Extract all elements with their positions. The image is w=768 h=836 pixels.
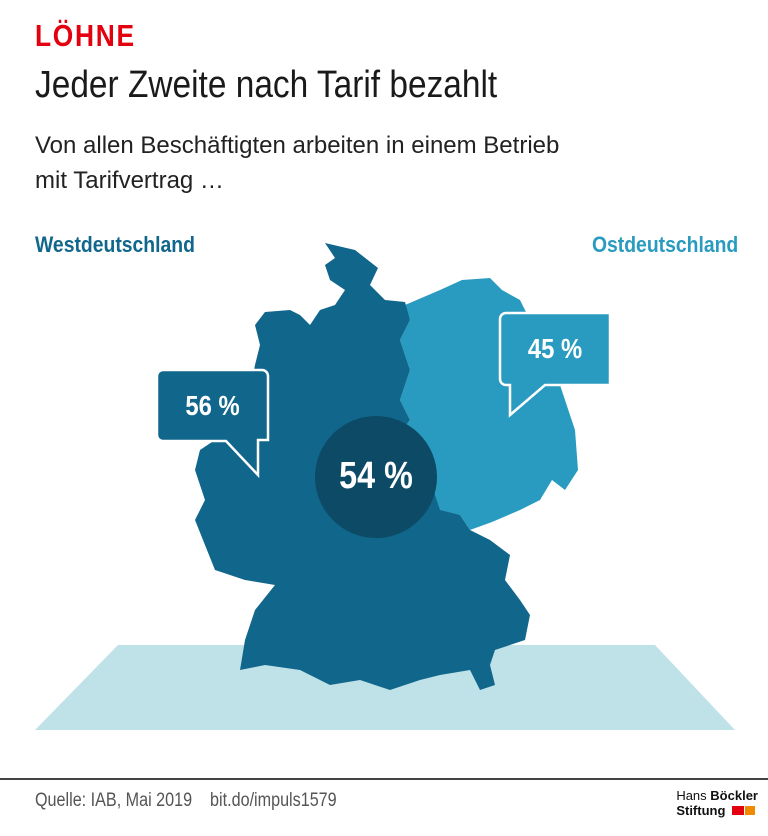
page-title: Jeder Zweite nach Tarif bezahlt — [35, 64, 498, 106]
west-value: 56 % — [185, 390, 240, 421]
west-callout — [155, 368, 270, 479]
source-link[interactable]: bit.do/impuls1579 — [210, 790, 337, 811]
logo-mark-orange-icon — [745, 806, 756, 815]
east-label: Ostdeutschland — [591, 232, 738, 257]
subtitle-line-1: Von allen Beschäftigten arbeiten in eine… — [35, 132, 560, 159]
logo-text-stiftung: Stiftung — [676, 803, 726, 818]
east-callout — [498, 311, 612, 418]
subtitle-line-2: mit Tarifvertrag … — [35, 167, 224, 194]
footer-divider — [0, 778, 768, 780]
total-value: 54 % — [339, 455, 413, 497]
source-text: Quelle: IAB, Mai 2019 — [35, 790, 193, 811]
east-value: 45 % — [527, 333, 583, 364]
logo-mark-icon — [732, 806, 745, 815]
logo-text-hans: Hans — [676, 788, 707, 803]
west-label: Westdeutschland — [35, 232, 195, 257]
logo: Hans Böckler Stiftung — [676, 788, 758, 818]
source: Quelle: IAB, Mai 2019 bit.do/impuls1579 — [35, 790, 337, 812]
subtitle: Von allen Beschäftigten arbeiten in eine… — [35, 128, 559, 198]
total-circle — [315, 416, 437, 538]
logo-text-boeckler: Böckler — [710, 788, 758, 803]
kicker: LÖHNE — [35, 18, 136, 53]
